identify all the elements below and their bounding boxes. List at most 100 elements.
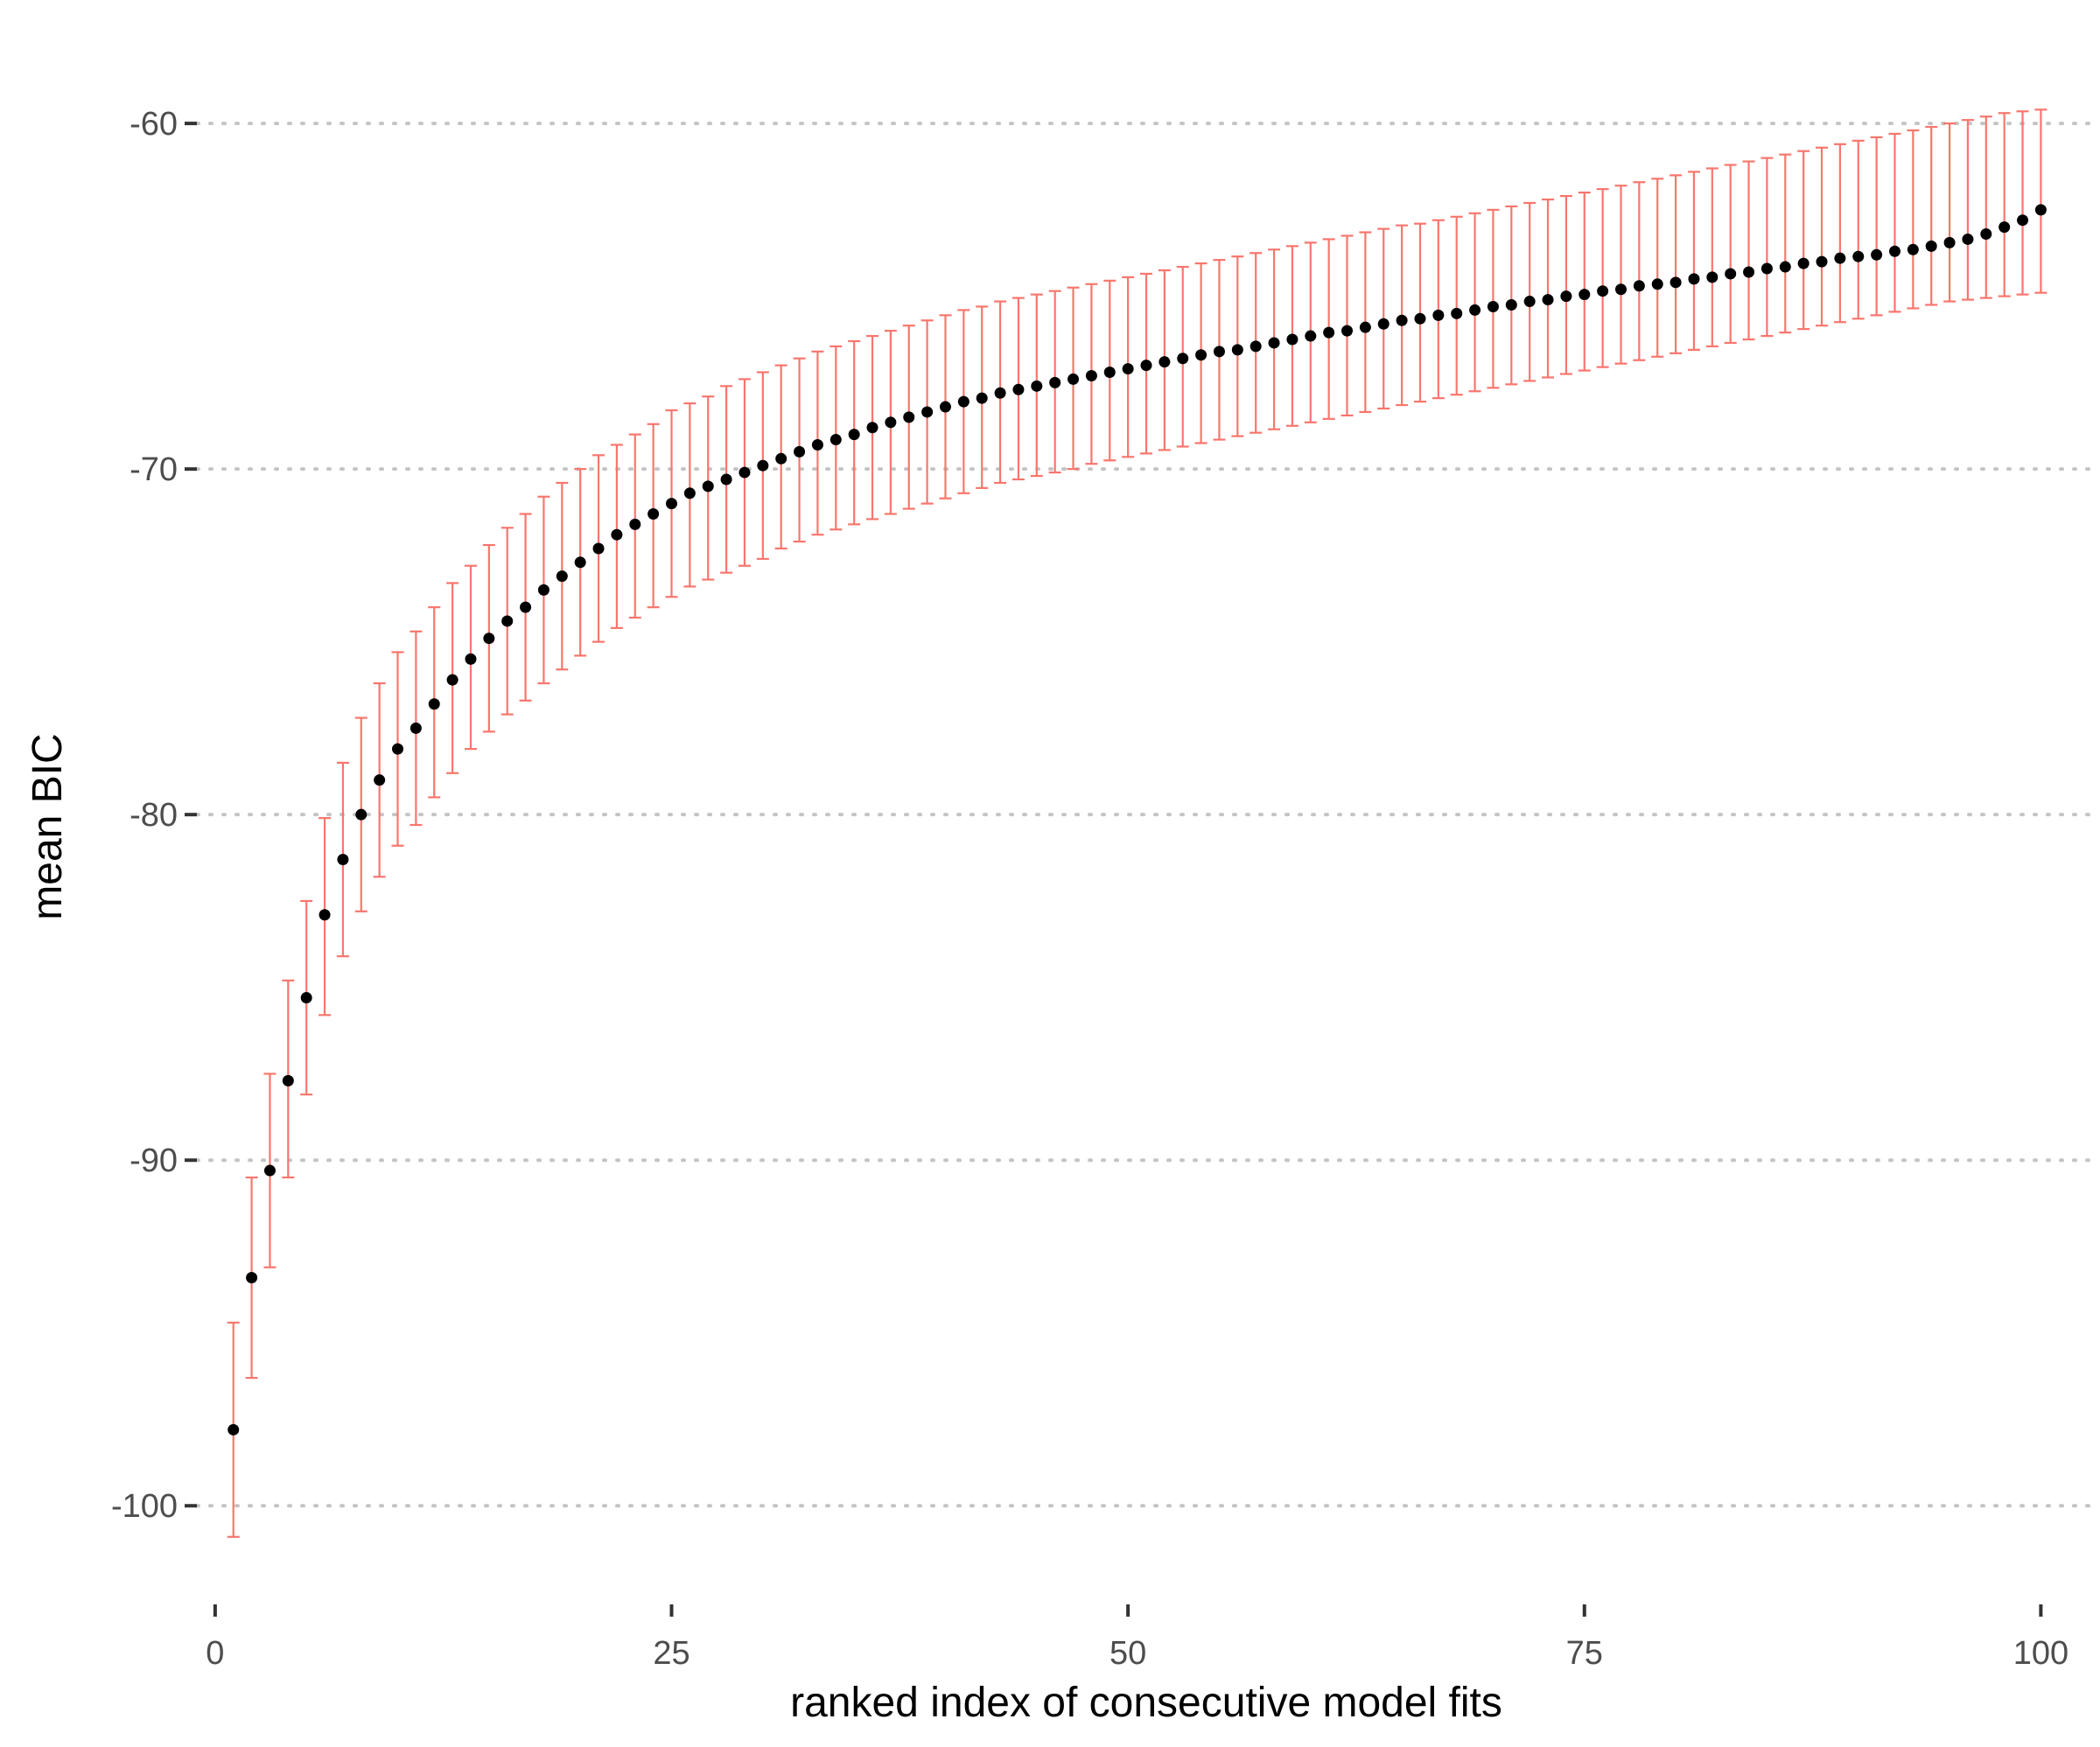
error-bar: [1651, 178, 1664, 358]
x-tick-label: 50: [1110, 1635, 1146, 1672]
data-point: [1578, 289, 1591, 301]
data-point: [501, 615, 514, 627]
data-point: [1834, 252, 1846, 264]
data-point: [629, 518, 641, 530]
error-bar: [1779, 153, 1792, 334]
data-point: [720, 473, 732, 486]
error-bar: [1450, 215, 1463, 396]
data-point: [1451, 307, 1463, 319]
error-bar: [1979, 115, 1992, 299]
data-point: [738, 466, 751, 479]
data-point: [957, 395, 970, 408]
data-point: [410, 722, 422, 734]
error-bar: [1468, 212, 1481, 393]
y-axis-title: mean BIC: [24, 733, 71, 919]
data-point: [1469, 304, 1481, 316]
data-point: [1031, 380, 1043, 392]
data-point: [1797, 257, 1810, 269]
data-point: [2034, 204, 2047, 216]
data-point: [1341, 325, 1354, 337]
data-point: [1560, 290, 1572, 303]
data-point: [1615, 283, 1627, 296]
error-bar: [1833, 143, 1846, 324]
data-point: [939, 401, 951, 413]
data-point: [1432, 309, 1445, 321]
data-point: [483, 632, 495, 645]
data-point: [1250, 340, 1262, 353]
error-bar: [1852, 139, 1865, 320]
y-tick-label: -90: [130, 1143, 178, 1179]
error-bar: [1487, 208, 1500, 389]
error-bar: [1925, 125, 1938, 306]
error-bar: [1559, 194, 1572, 375]
data-point: [1760, 262, 1773, 275]
data-point: [830, 434, 842, 446]
data-point: [903, 411, 915, 423]
x-tick-label: 75: [1566, 1635, 1603, 1672]
data-point: [848, 429, 860, 441]
data-point: [228, 1423, 240, 1436]
x-tick-label: 100: [2013, 1635, 2068, 1672]
data-point: [666, 498, 677, 510]
data-point: [1852, 250, 1865, 262]
data-point: [976, 392, 988, 404]
data-point: [1779, 261, 1791, 273]
data-point: [1523, 296, 1536, 308]
data-point: [537, 583, 550, 596]
data-point: [392, 743, 404, 755]
data-point: [1871, 248, 1883, 261]
x-tick-label: 0: [206, 1635, 224, 1672]
error-bar: [1670, 174, 1683, 354]
data-point: [1651, 278, 1663, 290]
error-bar: [1943, 122, 1956, 303]
data-point: [1323, 326, 1335, 339]
data-point: [300, 992, 312, 1004]
y-tick-label: -70: [130, 451, 178, 488]
data-point: [1158, 356, 1171, 368]
error-bar: [2016, 110, 2029, 296]
data-point: [648, 507, 660, 520]
data-point: [592, 542, 605, 555]
y-tick-label: -80: [130, 797, 178, 834]
data-point: [1725, 268, 1737, 280]
error-bar: [1998, 112, 2011, 297]
data-point: [1122, 363, 1134, 375]
data-point: [1286, 333, 1298, 346]
data-point: [1012, 383, 1025, 395]
data-point: [1980, 228, 1992, 241]
data-point: [1943, 236, 1956, 248]
error-bar: [1961, 119, 1974, 301]
error-bar: [1742, 160, 1755, 341]
error-bar: [1870, 136, 1883, 317]
data-point: [374, 774, 386, 786]
data-point: [1487, 300, 1499, 312]
error-bars: [227, 108, 2048, 1538]
x-axis: 0 25 50 75 100: [206, 1604, 2068, 1672]
data-point: [1743, 266, 1755, 278]
error-bar: [1505, 205, 1518, 386]
data-point: [1195, 349, 1208, 361]
data-points: [228, 204, 2047, 1436]
y-tick-label: -100: [111, 1488, 178, 1525]
data-point: [885, 416, 897, 429]
error-bar: [1614, 185, 1628, 365]
grid-lines: [195, 122, 2097, 1508]
data-point: [866, 422, 878, 434]
data-point: [1213, 346, 1225, 358]
data-point: [1268, 337, 1280, 349]
data-point: [811, 438, 823, 451]
data-point: [611, 528, 623, 541]
data-point: [1305, 330, 1317, 342]
data-point: [1925, 240, 1937, 252]
error-bar: [1432, 219, 1445, 400]
data-point: [1140, 360, 1152, 372]
error-bar: [1724, 164, 1737, 345]
data-point: [1816, 255, 1828, 268]
data-point: [775, 452, 788, 465]
data-point: [1597, 285, 1609, 297]
data-point: [1670, 276, 1682, 289]
data-point: [446, 674, 458, 686]
data-point: [1907, 243, 1919, 255]
error-bar: [1687, 171, 1700, 351]
data-point: [263, 1164, 276, 1177]
